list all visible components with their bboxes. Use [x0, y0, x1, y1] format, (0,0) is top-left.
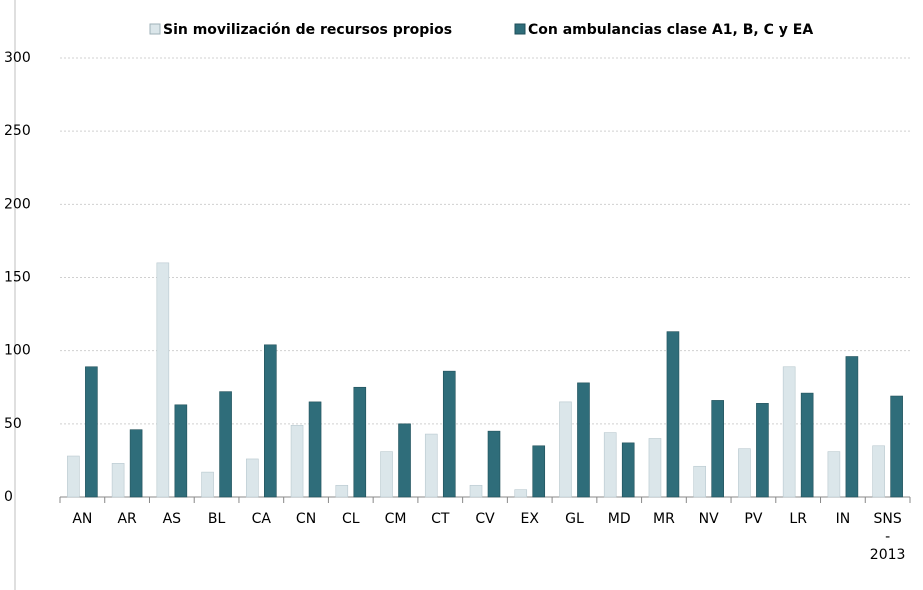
bar: [827, 451, 841, 498]
bar: [246, 458, 259, 498]
bar: [800, 392, 814, 498]
bar: [872, 445, 885, 498]
bar: [756, 403, 769, 498]
bar: [559, 401, 572, 498]
x-tick-label: CT: [431, 511, 450, 527]
x-tick-label: CA: [252, 511, 272, 527]
bar: [514, 489, 528, 498]
bar: [174, 404, 188, 498]
bar: [666, 331, 680, 498]
y-tick-label: 250: [4, 123, 31, 139]
bar: [380, 451, 393, 498]
legend-label: Sin movilización de recursos propios: [163, 22, 452, 38]
x-tick-label: IN: [836, 511, 851, 527]
bar: [738, 448, 751, 498]
legend-swatch: [149, 23, 161, 35]
bar: [67, 455, 80, 498]
bar: [782, 366, 796, 498]
y-tick-label: 200: [4, 196, 31, 212]
bar: [156, 262, 170, 498]
x-tick-label: MR: [653, 511, 675, 527]
bar: [442, 370, 456, 498]
x-tick-label: CL: [342, 511, 360, 527]
y-tick-label: 300: [4, 50, 31, 66]
x-tick-label: AR: [117, 511, 137, 527]
bar: [335, 484, 349, 498]
bar: [111, 463, 125, 498]
legend-swatch: [514, 23, 526, 35]
x-tick-label: PV: [744, 511, 762, 527]
bar: [890, 395, 903, 498]
bar: [264, 344, 277, 498]
bar: [290, 424, 304, 498]
bar: [577, 382, 590, 498]
x-tick-label: SNS -2013: [870, 511, 906, 563]
bar: [532, 445, 546, 498]
bar: [398, 423, 411, 498]
x-tick-label: AS: [163, 511, 182, 527]
x-tick-label: NV: [699, 511, 719, 527]
bar: [201, 471, 214, 498]
x-tick-label: BL: [208, 511, 226, 527]
legend-label: Con ambulancias clase A1, B, C y EA: [528, 22, 813, 38]
bar: [711, 400, 724, 498]
bar: [693, 465, 706, 498]
bar: [621, 442, 635, 498]
y-tick-label: 150: [4, 270, 31, 286]
bar: [845, 356, 859, 498]
x-tick-label: CV: [475, 511, 495, 527]
x-tick-label: EX: [521, 511, 540, 527]
bar: [487, 430, 501, 498]
x-tick-label: AN: [72, 511, 92, 527]
bar: [308, 401, 322, 498]
x-tick-label: MD: [608, 511, 631, 527]
bar: [85, 366, 98, 498]
bar: [219, 391, 232, 498]
x-tick-label: LR: [789, 511, 807, 527]
bar: [353, 386, 367, 498]
bar: [469, 484, 483, 498]
x-tick-label: CM: [385, 511, 407, 527]
y-tick-label: 50: [4, 416, 22, 432]
x-tick-label: GL: [565, 511, 584, 527]
bar: [603, 432, 617, 498]
y-tick-label: 100: [4, 343, 31, 359]
bar: [424, 433, 438, 498]
y-tick-label: 0: [4, 489, 13, 505]
bar: [129, 429, 143, 498]
x-tick-label: CN: [296, 511, 316, 527]
bar: [648, 438, 662, 498]
